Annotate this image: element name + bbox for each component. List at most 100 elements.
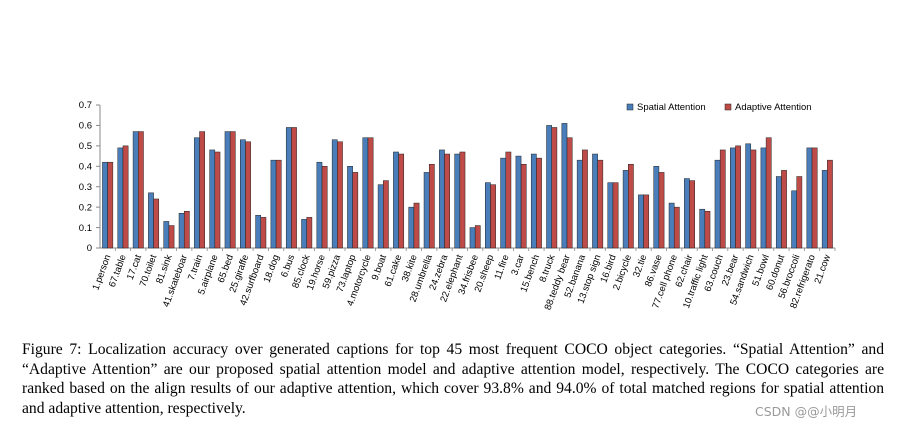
- bar-adaptive: [490, 184, 496, 249]
- bar-adaptive: [260, 217, 267, 249]
- bar-spatial: [515, 155, 522, 249]
- y-tick-label: 0.3: [79, 182, 92, 193]
- bar-spatial: [377, 184, 384, 249]
- bar-spatial: [760, 147, 767, 249]
- bar-spatial: [117, 147, 124, 249]
- bar-adaptive: [428, 163, 435, 249]
- bar-adaptive: [337, 141, 343, 249]
- bar-spatial: [194, 137, 200, 249]
- bar-adaptive: [459, 151, 466, 249]
- bar-spatial: [684, 178, 690, 249]
- csdn-watermark: CSDN @@小明月: [755, 404, 858, 419]
- bar-adaptive: [183, 210, 190, 249]
- bar-adaptive: [827, 159, 833, 249]
- bar-spatial: [714, 159, 721, 249]
- bar-adaptive: [520, 163, 527, 249]
- bar-adaptive: [398, 153, 405, 249]
- bar-spatial: [132, 131, 139, 249]
- bar-spatial: [745, 143, 752, 249]
- bar-adaptive: [107, 161, 114, 249]
- bar-adaptive: [704, 210, 711, 249]
- bar-adaptive: [628, 163, 634, 249]
- bar-adaptive: [229, 131, 236, 249]
- bar-adaptive: [643, 194, 650, 249]
- bar-spatial: [730, 147, 736, 249]
- bar-spatial: [285, 127, 292, 249]
- bar-adaptive: [291, 127, 297, 249]
- bar-adaptive: [597, 159, 604, 249]
- bar-adaptive: [719, 149, 726, 249]
- bar-spatial: [148, 192, 154, 249]
- bar-spatial: [347, 166, 353, 249]
- y-tick-label: 0.5: [79, 141, 92, 152]
- bar-adaptive: [153, 198, 160, 249]
- bar-adaptive: [444, 153, 450, 249]
- bar-adaptive: [199, 131, 205, 249]
- bar-adaptive: [474, 225, 481, 249]
- bar-adaptive: [138, 131, 144, 249]
- bar-adaptive: [367, 137, 374, 249]
- bar-adaptive: [796, 176, 803, 249]
- bar-adaptive: [122, 145, 129, 249]
- bar-spatial: [209, 149, 216, 249]
- bar-spatial: [163, 221, 170, 249]
- y-tick-label: 0.2: [79, 202, 92, 213]
- bar-spatial: [255, 215, 262, 249]
- bar-spatial: [561, 123, 568, 249]
- bar-spatial: [775, 176, 782, 249]
- bar-chart: 00.10.20.30.40.50.60.71.person67.table17…: [79, 100, 836, 312]
- bar-spatial: [316, 161, 323, 249]
- bar-adaptive: [566, 137, 573, 249]
- bar-adaptive: [673, 206, 680, 249]
- bar-spatial: [362, 137, 369, 249]
- bar-adaptive: [658, 172, 665, 249]
- bar-spatial: [546, 125, 552, 249]
- bar-spatial: [224, 131, 231, 249]
- bar-spatial: [653, 166, 660, 249]
- bar-adaptive: [352, 172, 359, 249]
- bar-spatial: [439, 149, 445, 249]
- legend-label: Spatial Attention: [637, 102, 706, 113]
- bar-spatial: [423, 172, 430, 249]
- legend-swatch: [626, 103, 634, 111]
- y-tick-label: 0.4: [79, 161, 92, 172]
- bar-adaptive: [551, 127, 558, 249]
- bar-adaptive: [536, 157, 542, 249]
- bar-adaptive: [582, 149, 588, 249]
- bar-spatial: [622, 170, 629, 249]
- bar-spatial: [806, 147, 813, 249]
- bar-adaptive: [750, 149, 757, 249]
- bar-spatial: [592, 153, 598, 249]
- legend-label: Adaptive Attention: [735, 102, 812, 113]
- bar-spatial: [530, 153, 537, 249]
- bar-adaptive: [214, 151, 221, 249]
- bar-spatial: [393, 151, 399, 249]
- y-tick-label: 0.7: [79, 100, 92, 111]
- bar-spatial: [699, 208, 706, 249]
- bar-spatial: [821, 170, 828, 249]
- bar-adaptive: [168, 225, 175, 249]
- bar-adaptive: [275, 159, 282, 249]
- bar-adaptive: [765, 137, 772, 249]
- y-tick-label: 0.1: [79, 223, 92, 234]
- bar-spatial: [607, 182, 614, 249]
- bar-spatial: [270, 159, 277, 249]
- bar-spatial: [485, 182, 491, 249]
- bar-adaptive: [321, 166, 328, 249]
- legend-swatch: [724, 103, 732, 111]
- bar-adaptive: [689, 180, 695, 249]
- bar-adaptive: [735, 145, 741, 249]
- bar-adaptive: [505, 151, 512, 249]
- bar-adaptive: [383, 180, 389, 249]
- bar-spatial: [576, 159, 583, 249]
- bar-spatial: [408, 206, 415, 249]
- bar-adaptive: [781, 170, 787, 249]
- bar-spatial: [500, 157, 507, 249]
- bar-spatial: [791, 190, 797, 249]
- y-tick-label: 0.6: [79, 121, 92, 132]
- y-tick-label: 0: [87, 243, 92, 254]
- bar-spatial: [331, 139, 338, 249]
- bar-spatial: [178, 213, 185, 249]
- bar-spatial: [102, 161, 108, 249]
- bar-spatial: [454, 153, 461, 249]
